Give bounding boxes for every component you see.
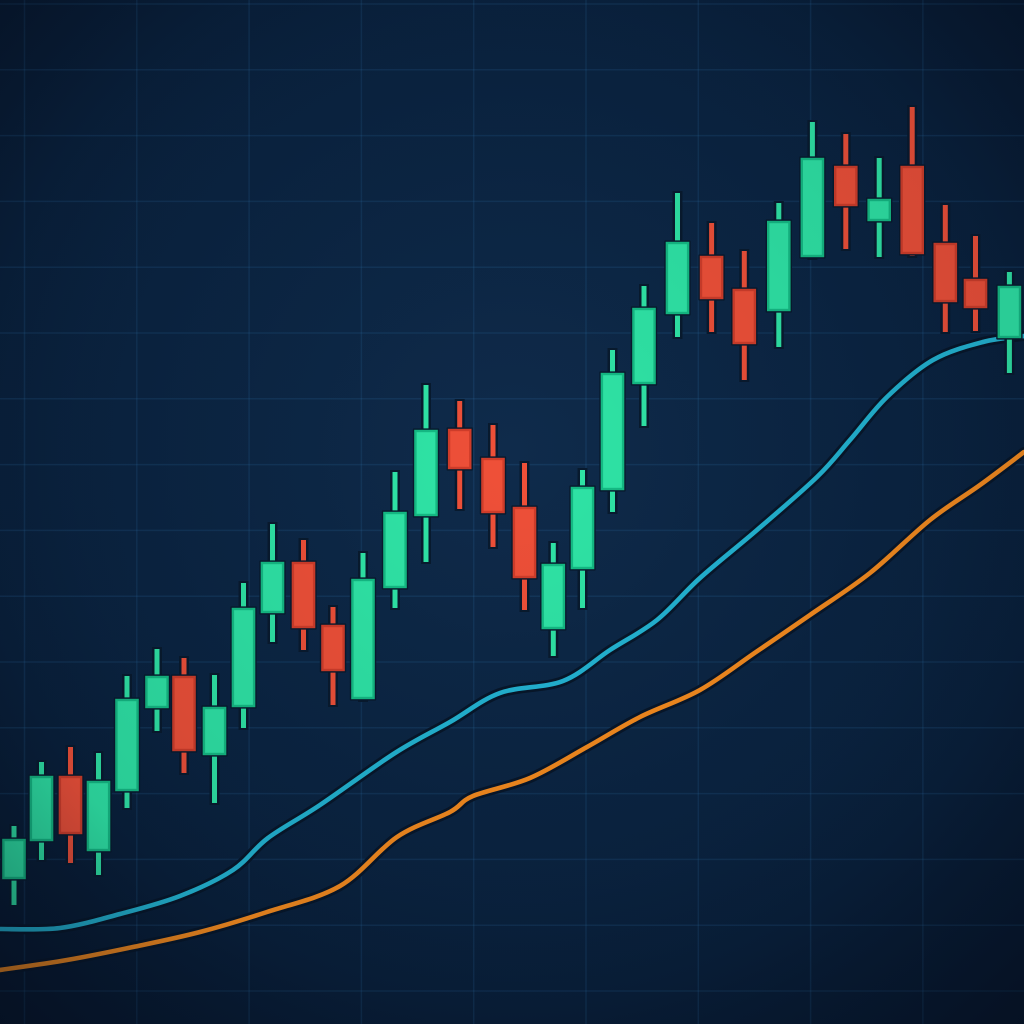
candle-body <box>2 838 26 880</box>
candle-body <box>800 157 825 258</box>
candle-body <box>351 578 375 700</box>
candle-body <box>699 255 724 300</box>
candle-body <box>172 675 196 752</box>
candle-body <box>321 624 345 672</box>
candle-body <box>632 307 656 385</box>
candle-body <box>29 775 54 842</box>
candle-body <box>512 506 537 579</box>
candle-body <box>665 241 690 315</box>
candle-body <box>963 278 988 309</box>
candle-body <box>58 775 83 835</box>
candle-body <box>541 563 566 630</box>
candle-body <box>900 165 924 255</box>
candle-body <box>570 486 595 570</box>
candle-body <box>260 561 285 614</box>
candle-body <box>767 220 791 312</box>
candle-body <box>383 511 407 589</box>
candle-body <box>414 429 438 517</box>
candle-body <box>291 561 316 629</box>
candle-body <box>202 706 227 756</box>
candle-body <box>933 242 958 303</box>
candle-body <box>447 428 472 470</box>
candle-up <box>599 348 626 514</box>
candle-body <box>997 285 1022 339</box>
candle-body <box>834 165 858 207</box>
candle-body <box>86 780 111 852</box>
candle-body <box>732 288 757 345</box>
candle-body <box>145 675 169 709</box>
candle-body <box>600 372 625 491</box>
candle-body <box>481 457 505 514</box>
candle-body <box>867 198 891 222</box>
candle-body <box>231 607 256 708</box>
candle-body <box>115 698 139 792</box>
